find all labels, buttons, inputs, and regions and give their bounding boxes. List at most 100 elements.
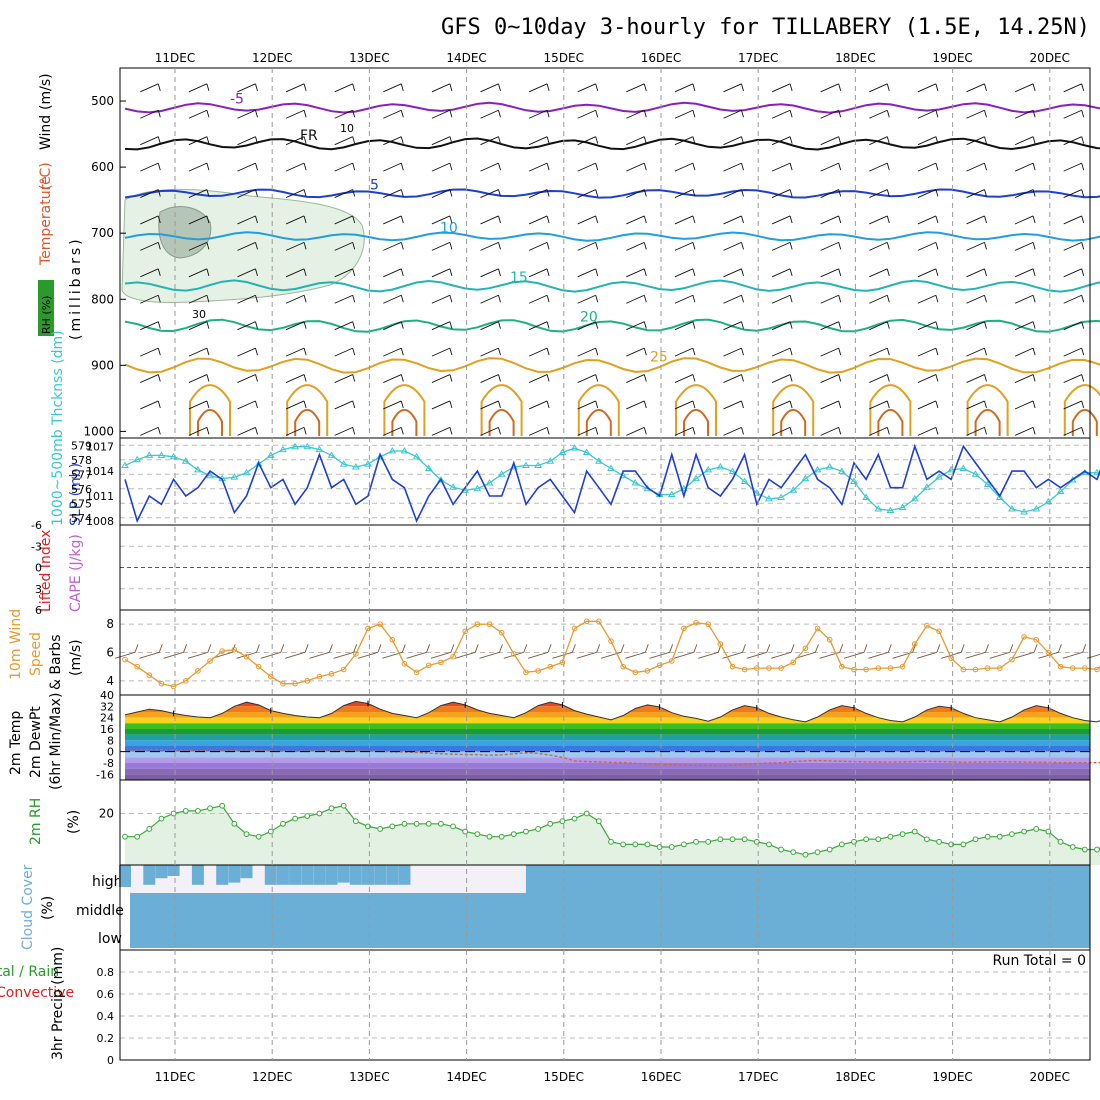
wind-barb: [626, 400, 645, 410]
wind-barb: [820, 215, 839, 225]
wind-barb: [966, 321, 985, 331]
rh-label: RH (%): [40, 296, 53, 334]
wind-barb-flag: [838, 242, 842, 250]
wind-barb: [917, 347, 937, 357]
wind-barb: [869, 215, 888, 225]
rh2m-marker: [231, 820, 238, 827]
pressure-tick-label: 1000: [83, 424, 114, 438]
thickness-marker: [704, 465, 713, 473]
surface-isotherm-inner: [391, 408, 418, 436]
wind-barb: [334, 136, 353, 146]
wind-barb-flag: [157, 400, 161, 409]
wind10m-barb: [260, 651, 281, 659]
thickness-marker: [886, 506, 895, 513]
wind-barb-flag: [789, 189, 793, 197]
wind-barb-flag: [692, 295, 696, 303]
wind-barb: [285, 241, 305, 251]
wind-barb-flag: [546, 162, 550, 171]
wind-barb: [285, 426, 305, 436]
wind-barb-flag: [303, 242, 307, 250]
wind-barb: [674, 426, 694, 436]
wind-barb: [626, 109, 645, 119]
rh2m-marker: [280, 820, 286, 827]
thickness-marker: [497, 470, 506, 477]
wind10m-barb-flag: [547, 644, 552, 653]
wind10m-speed-marker: [778, 665, 784, 671]
wind-barb-flag: [741, 427, 744, 435]
temp-tick-label: 16: [100, 723, 114, 736]
wind10m-barb-flag: [887, 644, 892, 653]
wind10m-speed-marker: [340, 666, 347, 673]
wind10m-speed-marker: [1021, 634, 1027, 640]
wind-barb-flag: [206, 427, 210, 435]
wind-barb-flag: [498, 400, 501, 409]
wind-barb: [674, 109, 694, 119]
wind-barb: [771, 136, 791, 146]
wind-barb: [820, 426, 839, 436]
wind-barb: [820, 294, 839, 304]
wind-barb: [820, 400, 839, 410]
rh2m-marker: [158, 815, 165, 822]
thickness-marker: [254, 460, 263, 467]
wind-barb: [431, 400, 451, 410]
wind-barb: [383, 109, 402, 119]
wind10m-speed-marker: [717, 641, 724, 647]
wind-barb: [383, 136, 402, 146]
wind-barb: [966, 294, 985, 304]
wind10m-barb-flag: [936, 644, 941, 653]
bottom-date-label: 17DEC: [738, 1070, 778, 1084]
wind-barb: [869, 400, 888, 410]
wind-barb-flag: [352, 427, 356, 435]
wind-barb-flag: [595, 215, 599, 224]
wind-barb: [820, 109, 839, 119]
wind-barb: [237, 162, 256, 172]
li-tick-label: 0: [35, 562, 42, 575]
thickness-marker: [923, 483, 931, 490]
wind-barb: [1014, 83, 1034, 93]
wind-barb: [674, 400, 694, 410]
wind-barb: [528, 294, 548, 304]
wind-barb: [528, 268, 548, 278]
wind-barb-flag: [935, 215, 939, 224]
wind-barb-flag: [498, 136, 501, 144]
wind10m-barb: [625, 651, 646, 659]
rh2m-marker: [571, 815, 578, 822]
wind-barb: [723, 241, 742, 251]
thickness-marker: [121, 461, 129, 469]
bottom-date-label: 11DEC: [155, 1070, 195, 1084]
wind10m-speed-marker: [705, 621, 712, 627]
wind10m-barb: [479, 651, 500, 659]
wind-barb: [480, 426, 499, 436]
rh2m-marker: [790, 849, 797, 856]
wind-barb: [820, 136, 839, 146]
wind-barb-flag: [886, 374, 890, 382]
rh2m-area: [125, 805, 1100, 865]
wind-barb-flag: [741, 295, 744, 303]
wind-barb-flag: [595, 268, 599, 276]
rh-contour-label: 30: [192, 308, 206, 321]
wind10m-barb: [284, 651, 306, 659]
thickness-tick-label: 579: [71, 439, 92, 452]
wind-barb: [431, 162, 451, 172]
wind-barb: [869, 268, 888, 278]
high-cloud-bar: [143, 865, 156, 885]
wind10m-speed-marker: [158, 680, 165, 687]
wind-barb-flag: [449, 347, 453, 356]
wind-barb: [528, 215, 548, 225]
rh2m-marker: [741, 836, 748, 843]
wind-barb-flag: [1081, 321, 1085, 329]
wind-barb-flag: [1081, 268, 1085, 276]
wind-barb: [188, 426, 208, 436]
wind-barb-flag: [352, 189, 356, 197]
thickness-tick-label: 578: [71, 454, 92, 467]
wind10m-speed-marker: [863, 666, 869, 673]
wind-barb: [140, 426, 159, 436]
wind-tick-label: 4: [106, 674, 114, 688]
high-cloud-bar: [301, 865, 314, 885]
wind-barb-flag: [546, 136, 550, 144]
wind-barb-flag: [886, 162, 890, 171]
high-cloud-bar: [386, 865, 399, 885]
wind10m-speed-marker: [365, 625, 371, 632]
temp-tick-label: 0: [107, 746, 114, 759]
wind-barb-flag: [741, 347, 744, 356]
